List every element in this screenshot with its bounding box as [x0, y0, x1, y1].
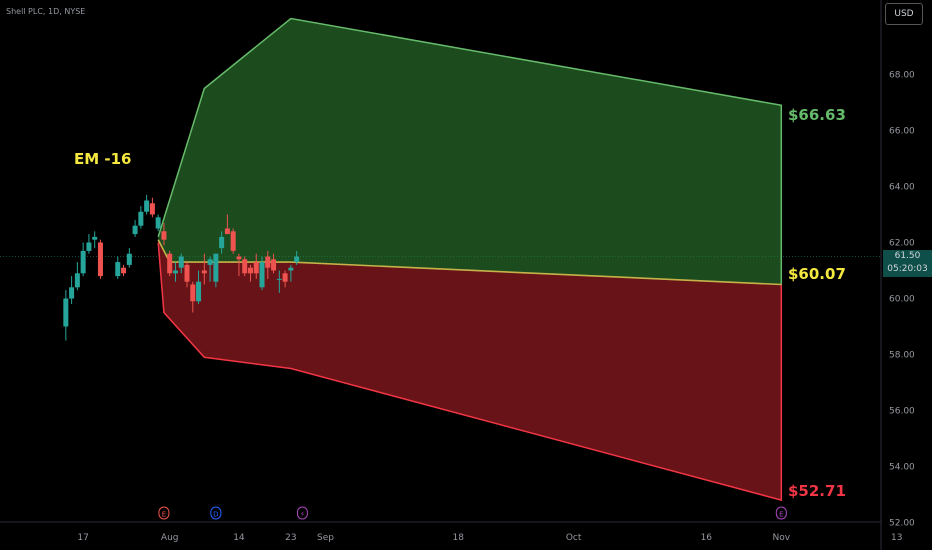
y-tick-label: 56.00 — [889, 407, 915, 417]
candle-down — [190, 284, 196, 302]
x-tick-label: 13 — [891, 533, 902, 543]
event-marker-label: E — [779, 511, 783, 519]
y-tick-label: 60.00 — [889, 295, 915, 305]
candle-up — [259, 262, 265, 288]
lower-band-line — [157, 242, 783, 502]
bar-countdown: 05:20:03 — [887, 264, 928, 274]
candle-up — [74, 273, 80, 288]
candle-up — [172, 270, 178, 274]
event-marker: ⚡ — [296, 506, 308, 520]
event-marker-outline — [158, 506, 170, 520]
candle-up — [126, 253, 132, 265]
candle-up — [294, 256, 300, 263]
candle-down — [242, 259, 248, 274]
candle-up — [132, 225, 138, 235]
x-tick-label: 18 — [452, 533, 464, 543]
candle-down — [230, 231, 236, 251]
event-marker-outline — [296, 506, 308, 520]
candle-down — [149, 203, 155, 215]
candle-down — [97, 242, 103, 277]
upper-target-label: $66.63 — [788, 106, 846, 124]
symbol-title: Shell PLC, 1D, NYSE — [6, 7, 86, 16]
candle-down — [271, 259, 277, 271]
event-marker: E — [158, 506, 170, 520]
candle-down — [201, 270, 207, 274]
em-label: EM -16 — [74, 150, 132, 168]
x-tick-label: 16 — [701, 533, 713, 543]
y-tick-label: 66.00 — [889, 127, 915, 137]
candle-down — [161, 231, 167, 240]
candle-down — [282, 273, 288, 282]
candle-up — [155, 217, 161, 229]
candle-up — [115, 262, 121, 277]
grid-layer — [0, 0, 882, 550]
event-marker-label: ⚡ — [300, 511, 305, 519]
event-marker-label: D — [213, 511, 218, 519]
axes-layer: 52.00 54.00 56.00 58.00 60.00 62.00 64.00 66.00… — [77, 71, 915, 544]
candle-up — [213, 253, 219, 282]
candle-down — [236, 256, 242, 260]
currency-button[interactable]: USD — [885, 3, 923, 25]
candle-up — [138, 211, 144, 226]
candle-up — [63, 298, 69, 327]
upper-band-line — [157, 17, 783, 285]
candle-down — [265, 256, 271, 268]
candle-up — [92, 236, 98, 240]
candle-up — [196, 281, 202, 302]
x-tick-label: Oct — [566, 533, 582, 543]
candle-down — [167, 253, 173, 274]
mid-target-label: $60.07 — [788, 265, 846, 283]
candles-layer — [63, 194, 300, 341]
event-marker-label: E — [162, 511, 166, 519]
candle-up — [207, 259, 213, 265]
x-tick-label: Aug — [161, 533, 179, 543]
last-price-tag: 61.50 05:20:03 — [883, 250, 932, 277]
upper-band-area — [158, 18, 782, 285]
candle-up — [219, 236, 225, 249]
candle-up — [144, 200, 150, 212]
lower-band-area — [158, 239, 782, 501]
x-tick-label: 17 — [77, 533, 88, 543]
x-tick-label: 14 — [233, 533, 245, 543]
candle-up — [276, 278, 282, 280]
candle-down — [121, 267, 127, 274]
x-tick-label: Nov — [773, 533, 791, 543]
x-tick-label: Sep — [317, 533, 334, 543]
y-tick-label: 58.00 — [889, 351, 915, 361]
mid-band-line — [157, 239, 782, 286]
candle-up — [80, 250, 86, 274]
y-tick-label: 52.00 — [889, 519, 915, 529]
y-tick-label: 64.00 — [889, 183, 915, 193]
candle-down — [247, 267, 253, 274]
candle-down — [184, 264, 190, 282]
y-tick-label: 54.00 — [889, 463, 915, 473]
last-price-value: 61.50 — [894, 251, 921, 261]
lower-target-label: $52.71 — [788, 482, 846, 500]
candle-up — [86, 242, 92, 251]
candle-up — [69, 287, 75, 299]
event-markers: E D ⚡ E — [158, 506, 787, 520]
x-tick-label: 23 — [285, 533, 296, 543]
y-tick-label: 62.00 — [889, 239, 915, 249]
event-marker-outline — [775, 506, 787, 520]
candle-up — [178, 256, 184, 268]
event-marker-outline — [210, 506, 222, 520]
candle-down — [224, 228, 230, 235]
event-marker: D — [210, 506, 222, 520]
candle-down — [253, 262, 259, 274]
event-marker: E — [775, 506, 787, 520]
expected-move-bands — [157, 17, 783, 502]
candle-up — [288, 267, 294, 271]
y-tick-label: 68.00 — [889, 71, 915, 81]
